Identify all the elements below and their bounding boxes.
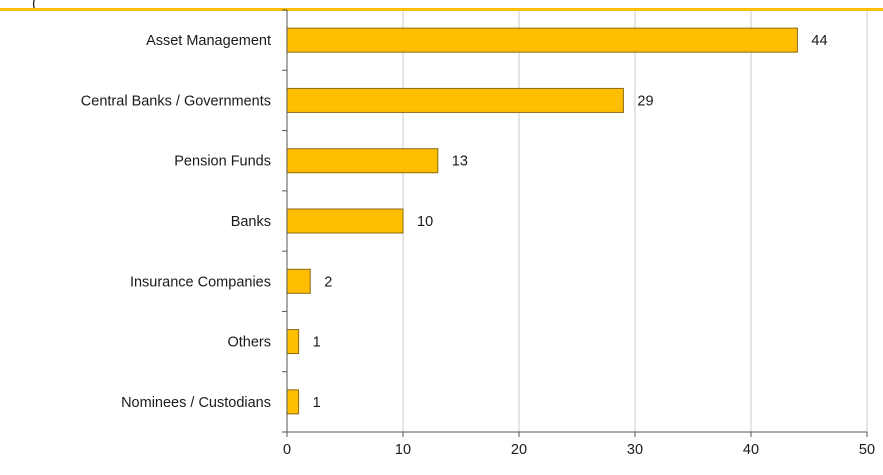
bar-value-label: 1: [313, 335, 321, 351]
bar-value-label: 29: [637, 93, 653, 109]
x-tick-label: 20: [511, 442, 527, 458]
y-category-label: Asset Management: [146, 33, 271, 49]
bar-value-label: 13: [452, 154, 468, 170]
y-category-label: Pension Funds: [174, 154, 271, 170]
bar: [286, 208, 404, 234]
bar-value-label: 1: [313, 395, 321, 411]
gridlines: [402, 10, 868, 432]
bar: [286, 27, 798, 53]
bar: [286, 268, 311, 294]
bar: [286, 148, 439, 174]
bar-value-label: 10: [417, 214, 433, 230]
bar-value-label: 44: [811, 33, 827, 49]
bar: [286, 389, 300, 415]
x-tick-label: 30: [627, 442, 643, 458]
axes: [282, 9, 868, 437]
chart-title-fragment: (: [32, 0, 37, 12]
x-tick-label: 10: [395, 442, 411, 458]
y-category-label: Nominees / Custodians: [121, 395, 271, 411]
bar: [286, 329, 300, 355]
x-tick-label: 0: [283, 442, 291, 458]
x-tick-label: 40: [743, 442, 759, 458]
y-category-label: Others: [227, 335, 271, 351]
y-category-label: Insurance Companies: [130, 274, 271, 290]
bar-value-label: 2: [324, 274, 332, 290]
y-category-label: Banks: [231, 214, 271, 230]
header-rule: [0, 8, 883, 11]
bars: [286, 27, 798, 415]
x-tick-label: 50: [859, 442, 875, 458]
bar: [286, 87, 624, 113]
labels: 0 10 20 30 40 50 Asset Management 44 Central Ban…: [81, 33, 875, 458]
y-category-label: Central Banks / Governments: [81, 93, 271, 109]
